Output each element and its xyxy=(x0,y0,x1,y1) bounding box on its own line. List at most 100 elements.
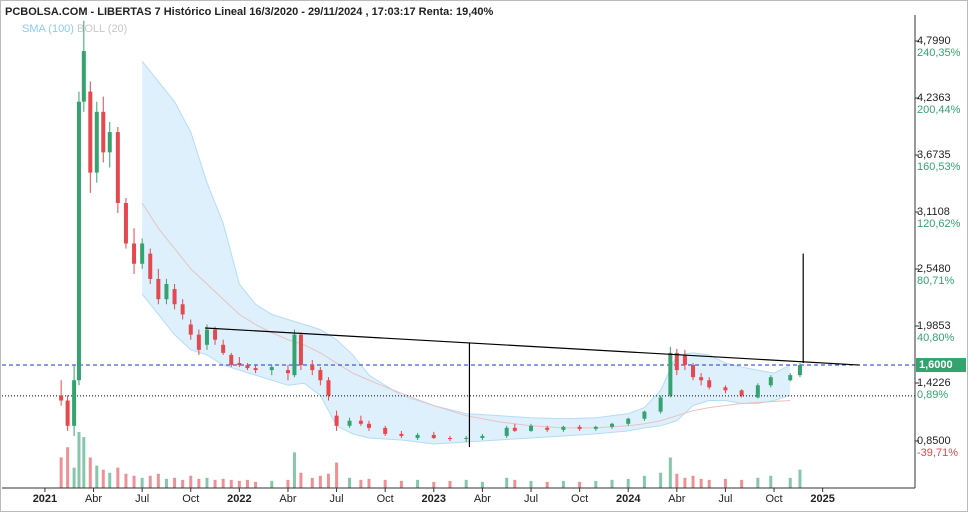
y-tick-label: 4,2363 xyxy=(917,92,951,104)
candle-body xyxy=(237,363,242,366)
candle-body xyxy=(529,425,534,431)
candle-body xyxy=(593,426,598,429)
candle-body xyxy=(347,420,352,426)
candle-body xyxy=(447,437,452,439)
candle-body xyxy=(140,243,145,264)
y-tick-label: 3,6735 xyxy=(917,149,951,161)
x-tick-label: Abr xyxy=(668,493,685,505)
candle-body xyxy=(253,368,258,371)
volume-bar xyxy=(140,477,144,488)
x-tick-label: 2021 xyxy=(33,493,57,505)
volume-bar xyxy=(798,469,802,488)
volume-bar xyxy=(270,480,274,488)
volume-bar xyxy=(286,479,290,488)
candle-body xyxy=(334,415,339,426)
candle-body xyxy=(366,423,371,428)
volume-bar xyxy=(642,475,646,488)
candle-body xyxy=(642,411,647,419)
volume-bar xyxy=(124,473,128,488)
volume-bar xyxy=(156,473,160,488)
candle-body xyxy=(318,370,323,381)
candle-body xyxy=(269,367,274,371)
candle-body xyxy=(626,418,631,424)
volume-bar xyxy=(675,473,679,488)
volume-bar xyxy=(578,481,582,488)
volume-bar xyxy=(505,477,509,488)
candle-body xyxy=(310,365,315,371)
x-tick-label: Abr xyxy=(85,493,102,505)
candle-body xyxy=(358,420,363,424)
x-tick-label: 2024 xyxy=(616,493,641,505)
x-tick-label: Jul xyxy=(135,493,149,505)
x-tick-label: Abr xyxy=(279,493,296,505)
y-tick-label: 3,1108 xyxy=(917,206,950,218)
volume-bar xyxy=(432,481,436,488)
candle-body xyxy=(674,352,679,371)
volume-bar xyxy=(480,481,484,488)
candle-body xyxy=(72,380,77,426)
y-tick-label: 2,5480 xyxy=(917,263,951,275)
x-tick-label: Oct xyxy=(182,493,199,505)
volume-bar xyxy=(221,478,225,488)
candle-body xyxy=(464,437,469,439)
volume-bar xyxy=(707,479,711,488)
y-tick-label: 1,4226 xyxy=(917,377,951,389)
volume-bar xyxy=(545,481,549,488)
volume-bar xyxy=(416,479,420,488)
volume-bar xyxy=(335,462,339,488)
volume-bar xyxy=(95,465,99,488)
y2-tick-label: 160,53% xyxy=(917,161,961,173)
candle-body xyxy=(229,354,234,366)
candle-body xyxy=(76,101,81,381)
volume-bar xyxy=(72,467,76,488)
y2-tick-label: 80,71% xyxy=(917,275,955,287)
candle-body xyxy=(180,304,185,315)
candle-body xyxy=(668,352,673,396)
volume-bar xyxy=(699,478,703,488)
candle-body xyxy=(292,334,297,376)
y2-tick-label: -39,71% xyxy=(917,447,958,459)
x-tick-label: 2023 xyxy=(422,493,446,505)
candle-body xyxy=(504,427,509,436)
volume-bar xyxy=(173,477,177,488)
volume-bar xyxy=(254,481,258,488)
volume-bar xyxy=(367,478,371,488)
volume-bar xyxy=(88,457,92,488)
sma-line xyxy=(141,202,791,429)
candle-body xyxy=(480,435,485,438)
volume-bar xyxy=(529,480,533,488)
volume-bar xyxy=(318,475,322,488)
candle-body xyxy=(221,344,226,353)
y2-tick-label: 120,62% xyxy=(917,218,961,230)
candle-body xyxy=(148,253,153,279)
volume-bar xyxy=(383,479,387,488)
last-price-label: 1,6000 xyxy=(919,359,953,371)
x-tick-label: Oct xyxy=(571,493,588,505)
volume-bar xyxy=(310,477,314,488)
x-tick-label: Abr xyxy=(474,493,491,505)
candle-body xyxy=(94,111,99,173)
volume-bar xyxy=(691,475,695,488)
x-tick-label: Jul xyxy=(718,493,732,505)
volume-bar xyxy=(132,475,136,488)
candle-body xyxy=(115,132,120,203)
volume-bar xyxy=(116,467,120,488)
volume-bar xyxy=(108,472,112,488)
candle-body xyxy=(204,329,209,345)
chart-title: PCBOLSA.COM - LIBERTAS 7 Histórico Linea… xyxy=(5,6,493,18)
candle-body xyxy=(88,91,93,173)
volume-bar xyxy=(181,479,185,488)
x-tick-label: Jul xyxy=(330,493,344,505)
last-price-badge xyxy=(916,358,966,373)
volume-bar xyxy=(448,480,452,488)
volume-bar xyxy=(292,452,296,488)
volume-bar xyxy=(77,432,81,488)
candle-body xyxy=(101,111,106,153)
candle-body xyxy=(723,387,728,391)
candle-body xyxy=(326,380,331,396)
volume-bar xyxy=(237,480,241,488)
volume-bar xyxy=(683,477,687,488)
candle-body xyxy=(707,380,712,388)
candle-body xyxy=(132,243,137,264)
